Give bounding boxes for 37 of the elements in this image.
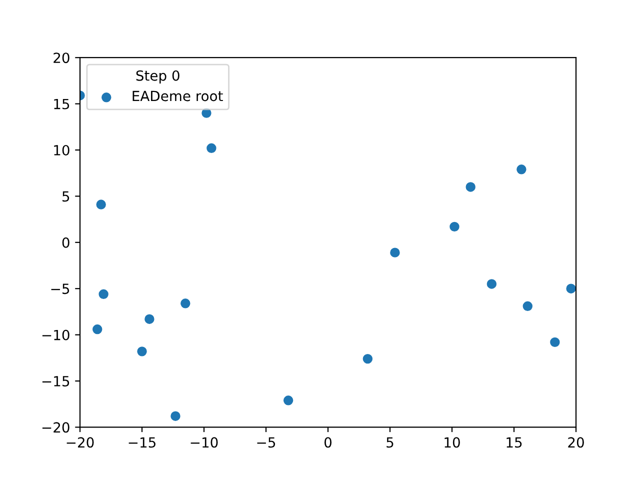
x-tick-label: 15 — [506, 437, 522, 448]
y-tick-label: −10 — [42, 330, 70, 340]
x-tick-label: 0 — [324, 437, 332, 448]
y-tick-label: −15 — [42, 376, 70, 386]
point — [362, 354, 373, 364]
point — [180, 298, 190, 308]
legend-label: EADeme root — [132, 90, 223, 102]
x-tick-label: −5 — [257, 437, 276, 448]
point — [516, 164, 526, 174]
point — [466, 182, 476, 192]
y-tick-label: 10 — [54, 144, 70, 156]
x-tick-label: 20 — [568, 437, 584, 448]
point — [96, 200, 106, 210]
point — [170, 411, 180, 421]
point — [450, 222, 460, 232]
point — [566, 284, 576, 294]
x-tick-label: −15 — [128, 437, 156, 448]
x-tick-label: 10 — [444, 437, 460, 448]
y-tick-label: 15 — [54, 98, 70, 110]
x-tick-label: −10 — [190, 437, 218, 448]
point — [98, 289, 108, 300]
point — [283, 396, 294, 406]
point — [206, 143, 216, 154]
legend-title: Step 0 — [136, 70, 180, 84]
y-tick-label: 5 — [62, 191, 70, 202]
point — [144, 314, 154, 324]
point — [550, 337, 560, 348]
point — [137, 346, 147, 356]
point — [522, 301, 532, 312]
point — [92, 324, 102, 334]
y-tick-label: 0 — [62, 237, 70, 248]
x-tick-label: 5 — [386, 437, 394, 448]
y-tick-label: 20 — [54, 52, 70, 64]
point — [390, 248, 400, 258]
y-tick-label: −20 — [42, 422, 70, 433]
point — [486, 279, 497, 289]
y-tick-label: −5 — [51, 284, 70, 294]
